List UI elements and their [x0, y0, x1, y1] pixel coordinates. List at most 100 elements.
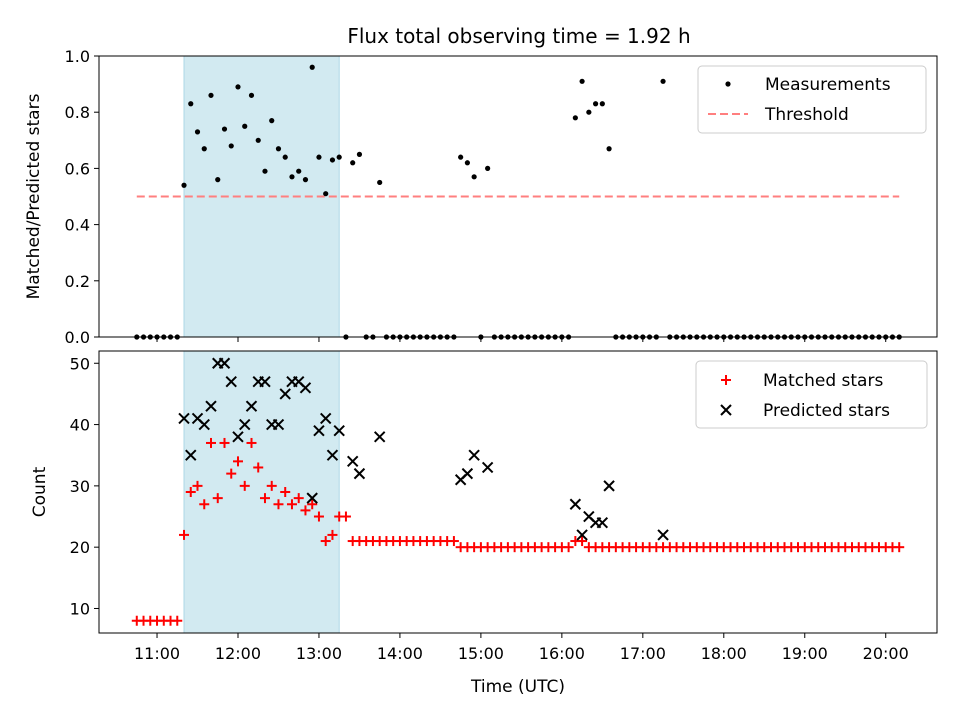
matched-star-points [131, 437, 905, 626]
measurement-point [201, 146, 207, 152]
x-tick-label: 13:00 [296, 644, 342, 663]
legend-threshold-label: Threshold [764, 105, 849, 125]
legend-predicted-label: Predicted stars [763, 401, 890, 421]
bottom-legend-box [695, 360, 928, 429]
matched-star-point [313, 511, 324, 522]
measurement-point [242, 123, 248, 129]
predicted-star-point [185, 449, 197, 461]
predicted-star-point [218, 357, 231, 369]
top-x-ticks [156, 337, 887, 342]
legend-measurements-label: Measurements [765, 75, 891, 95]
legend-measurements-marker [725, 81, 731, 87]
measurement-point [228, 143, 234, 149]
x-tick-label: 18:00 [701, 644, 747, 663]
matched-star-point [192, 480, 203, 491]
figure-title: Flux total observing time = 1.92 h [347, 24, 690, 48]
measurement-point [586, 109, 592, 115]
predicted-star-point [353, 467, 366, 480]
top-y-axis-label: Matched/Predicted stars [24, 93, 44, 299]
measurement-point [323, 191, 329, 197]
top-y-ticks: 0.0 0.2 0.4 0.6 0.8 1.0 [65, 47, 99, 347]
predicted-star-point [313, 424, 325, 437]
top-axes-frame [98, 55, 938, 338]
legend-predicted-marker [720, 404, 732, 416]
measurement-point [572, 115, 578, 121]
measurement-point [235, 84, 241, 90]
x-tick-label: 12:00 [215, 644, 261, 663]
matched-star-point [239, 480, 250, 491]
matched-star-point [894, 542, 905, 553]
measurement-point [255, 137, 261, 143]
predicted-star-point [299, 382, 312, 394]
x-tick-label: 19:00 [782, 644, 828, 663]
predicted-star-point [272, 418, 285, 431]
measurement-point [275, 146, 282, 152]
measurement-point [221, 126, 228, 132]
matched-star-point [293, 493, 304, 504]
bottom-y-tick-label: 20 [70, 538, 90, 557]
predicted-star-point [279, 388, 291, 400]
measurement-point [356, 151, 363, 157]
bottom-panel: 10 20 30 40 50 11:00 12:00 13:00 14:00 15:00 16:0… [30, 350, 938, 697]
measurement-point [248, 92, 255, 98]
predicted-star-point [205, 400, 217, 412]
bottom-y-axis-label: Count [30, 466, 50, 517]
matched-star-point [340, 511, 351, 522]
matched-star-point [286, 499, 297, 510]
measurement-point [309, 64, 315, 70]
measurement-point [215, 177, 221, 183]
predicted-star-point [198, 418, 210, 431]
predicted-star-point [657, 529, 669, 541]
matched-star-point [300, 505, 311, 516]
matched-star-point [327, 529, 338, 540]
measurement-point [282, 154, 288, 160]
predicted-star-point [373, 431, 386, 443]
predicted-star-point [178, 412, 190, 425]
predicted-star-point [225, 375, 237, 388]
measurement-point [464, 160, 470, 166]
top-y-tick-label: 0.6 [65, 159, 90, 178]
x-tick-label: 15:00 [458, 644, 504, 663]
matched-star-point [179, 529, 190, 540]
top-y-tick-label: 0.8 [65, 103, 90, 122]
top-y-tick-label: 0.4 [65, 216, 90, 235]
matched-star-point [320, 536, 331, 547]
predicted-star-point [603, 480, 615, 492]
bottom-axes-frame [98, 350, 938, 634]
matched-star-point [259, 493, 270, 504]
x-tick-label: 20:00 [863, 644, 909, 663]
matched-star-point [280, 487, 291, 497]
predicted-star-point [239, 418, 251, 431]
matched-star-point [246, 437, 257, 448]
x-tick-label: 17:00 [620, 644, 666, 663]
measurement-point [471, 174, 477, 180]
matched-star-point [219, 437, 230, 448]
top-legend: Measurements Threshold [697, 65, 927, 134]
top-panel: 0.0 0.2 0.4 0.6 0.8 1.0 Matched/Predicted sta… [24, 47, 938, 347]
observing-interval-shade-bottom [183, 350, 340, 634]
predicted-star-point [333, 424, 345, 437]
bottom-legend: Matched stars Predicted stars [695, 360, 928, 429]
predicted-star-point [596, 516, 609, 529]
predicted-star-point [461, 467, 474, 480]
measurement-point [579, 78, 585, 84]
predicted-star-point [232, 431, 244, 443]
matched-star-point [172, 615, 183, 626]
matched-star-point [273, 499, 284, 510]
matched-star-point [266, 480, 277, 491]
bottom-y-tick-label: 10 [70, 599, 90, 618]
measurement-point [592, 101, 599, 107]
measurement-point [336, 154, 342, 160]
top-y-tick-label: 0.2 [65, 272, 90, 291]
top-y-tick-label: 0.0 [65, 328, 90, 347]
matched-star-point [199, 499, 210, 510]
matched-star-point [307, 499, 318, 510]
predicted-star-point [346, 455, 359, 468]
bottom-y-tick-label: 40 [70, 416, 90, 435]
top-y-tick-label: 1.0 [65, 47, 90, 66]
predicted-star-point [569, 498, 582, 510]
predicted-star-point [481, 461, 494, 474]
predicted-star-point [319, 412, 332, 425]
legend-matched-marker [721, 375, 731, 385]
